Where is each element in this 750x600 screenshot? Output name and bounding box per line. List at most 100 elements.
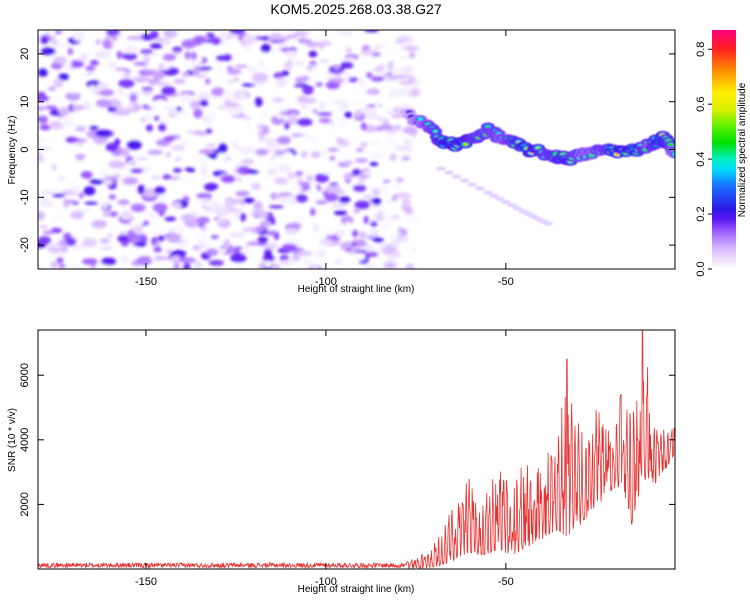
noise-speckle [262, 254, 275, 262]
noise-speckle [127, 104, 136, 109]
noise-speckle [85, 65, 96, 72]
noise-speckle [175, 157, 182, 161]
noise-speckle [171, 249, 187, 256]
noise-speckle [283, 151, 293, 159]
noise-speckle [259, 61, 264, 66]
noise-speckle [109, 224, 120, 230]
snr-ytick-label: 4000 [19, 428, 31, 452]
noise-speckle [380, 123, 393, 131]
noise-speckle [38, 95, 50, 102]
noise-speckle [38, 111, 44, 117]
noise-speckle [325, 80, 340, 90]
noise-speckle [369, 161, 379, 167]
snr-frame [37, 329, 676, 570]
noise-speckle [336, 141, 351, 147]
noise-speckle [83, 186, 96, 196]
noise-speckle [260, 36, 271, 41]
noise-speckle [211, 87, 225, 97]
noise-speckle [256, 81, 266, 86]
noise-speckle [235, 177, 242, 182]
noise-speckle [404, 65, 414, 74]
noise-speckle [378, 45, 393, 55]
noise-speckle [327, 226, 335, 236]
noise-speckle [241, 227, 257, 232]
noise-speckle [62, 115, 74, 121]
noise-speckle [257, 212, 268, 219]
noise-speckle [158, 123, 167, 132]
noise-speckle [230, 252, 247, 263]
noise-speckle [363, 215, 369, 224]
noise-speckle [401, 244, 415, 253]
noise-speckle [371, 204, 383, 209]
noise-speckle [224, 197, 234, 203]
noise-speckle [133, 76, 150, 83]
noise-speckle [330, 103, 342, 109]
noise-speckle [219, 248, 227, 253]
noise-speckle [240, 212, 246, 222]
noise-speckle [138, 250, 149, 256]
noise-speckle [372, 154, 389, 158]
noise-speckle [274, 77, 288, 87]
noise-speckle [142, 114, 152, 122]
noise-speckle [155, 241, 161, 247]
signal-blob [486, 125, 490, 128]
noise-speckle [142, 220, 150, 226]
noise-speckle [275, 106, 291, 112]
noise-speckle [155, 85, 161, 92]
noise-speckle [48, 30, 56, 38]
noise-speckle [108, 194, 117, 200]
secondary-branch-blob [475, 186, 486, 191]
noise-speckle [39, 124, 52, 131]
noise-speckle [151, 175, 162, 180]
noise-speckle [245, 125, 252, 131]
noise-speckle [363, 170, 372, 176]
noise-speckle [260, 43, 271, 53]
noise-speckle [141, 87, 154, 91]
noise-speckle [332, 64, 341, 71]
noise-speckle [179, 114, 194, 119]
noise-speckle [318, 59, 330, 63]
noise-speckle [202, 175, 212, 180]
noise-speckle [220, 175, 236, 183]
noise-speckle [265, 260, 271, 268]
noise-speckle [121, 132, 128, 137]
noise-speckle [38, 152, 43, 162]
noise-speckle [380, 201, 386, 207]
noise-speckle [364, 113, 379, 120]
noise-speckle [324, 192, 339, 202]
noise-speckle [344, 111, 353, 119]
noise-speckle [275, 115, 284, 119]
colorbar-gradient [712, 30, 736, 269]
noise-speckle [98, 246, 113, 251]
noise-speckle [47, 86, 56, 91]
noise-speckle [166, 233, 182, 243]
noise-speckle [95, 129, 112, 138]
noise-speckle [117, 199, 130, 206]
noise-speckle [394, 145, 410, 151]
noise-speckle [226, 103, 241, 107]
noise-speckle [297, 37, 308, 44]
signal-blob [418, 117, 423, 120]
noise-speckle [324, 212, 331, 218]
noise-speckle [169, 175, 180, 181]
noise-speckle [319, 117, 332, 124]
noise-speckle [312, 67, 319, 76]
noise-speckle [342, 181, 354, 187]
noise-speckle [63, 198, 70, 209]
noise-speckle [227, 80, 235, 84]
noise-speckle [240, 146, 255, 155]
noise-speckle [148, 101, 159, 109]
noise-speckle [198, 149, 216, 155]
noise-speckle [200, 165, 208, 176]
noise-speckle [395, 185, 402, 193]
noise-speckle [294, 30, 309, 37]
noise-speckle [359, 231, 366, 239]
noise-speckle [146, 124, 153, 132]
noise-speckle [49, 120, 65, 130]
noise-speckle [315, 82, 323, 87]
noise-speckle [330, 132, 339, 138]
noise-speckle [353, 89, 360, 97]
noise-speckle [144, 69, 158, 74]
noise-speckle [306, 41, 320, 48]
